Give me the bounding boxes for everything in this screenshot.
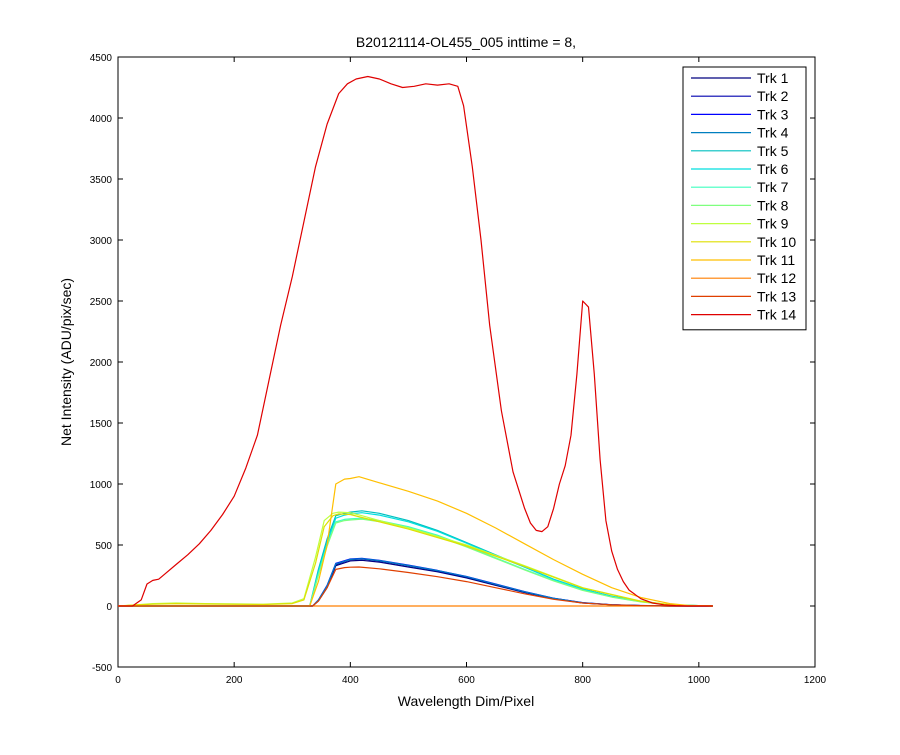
x-tick-label: 1200 [804,675,827,686]
y-tick-label: 4000 [90,114,113,125]
legend-label: Trk 5 [757,143,789,159]
legend-label: Trk 14 [757,307,796,323]
chart-title: B20121114-OL455_005 inttime = 8, [356,34,576,50]
y-tick-label: 500 [95,541,112,552]
legend-label: Trk 3 [757,106,789,122]
series-lines [117,75,713,607]
x-tick-label: 200 [226,675,243,686]
legend: Trk 1 Trk 2 Trk 3 Trk 4 Trk 5 Trk 6 Trk 7 Trk 8… [682,66,807,331]
legend-label: Trk 13 [757,288,796,304]
legend-box [682,66,807,331]
y-tick-label: 2500 [90,297,113,308]
y-tick-label: 1500 [90,419,113,430]
x-axis-label: Wavelength Dim/Pixel [398,693,534,709]
legend-label: Trk 12 [757,270,796,286]
legend-label: Trk 1 [757,70,789,86]
x-tick-label: 1000 [688,675,711,686]
legend-label: Trk 2 [757,88,789,104]
legend-label: Trk 11 [757,252,795,268]
y-tick-label: 2000 [90,358,113,369]
series-line-trk-11 [118,476,713,607]
legend-label: Trk 6 [757,161,789,177]
y-tick-label: 3500 [90,175,113,186]
legend-label: Trk 7 [757,179,789,195]
legend-label: Trk 9 [757,216,789,232]
y-tick-label: 4500 [90,53,113,64]
x-tick-label: 600 [458,675,475,686]
series-line-trk-10 [117,513,713,607]
axis-ticks: 0 200 400 600 800 1000 1200-500050010001500200… [90,53,827,686]
x-tick-label: 0 [115,675,121,686]
series-line-trk-13 [118,566,713,607]
x-tick-label: 400 [342,675,359,686]
y-tick-label: 3000 [90,236,113,247]
legend-label: Trk 4 [757,125,789,141]
x-tick-label: 800 [574,675,591,686]
legend-label: Trk 10 [757,234,796,250]
y-axis-label: Net Intensity (ADU/pix/sec) [58,278,74,446]
y-tick-label: -500 [92,663,112,674]
legend-label: Trk 8 [757,197,789,213]
series-line-trk-14 [118,75,713,607]
y-tick-label: 1000 [90,480,113,491]
y-tick-label: 0 [106,602,112,613]
